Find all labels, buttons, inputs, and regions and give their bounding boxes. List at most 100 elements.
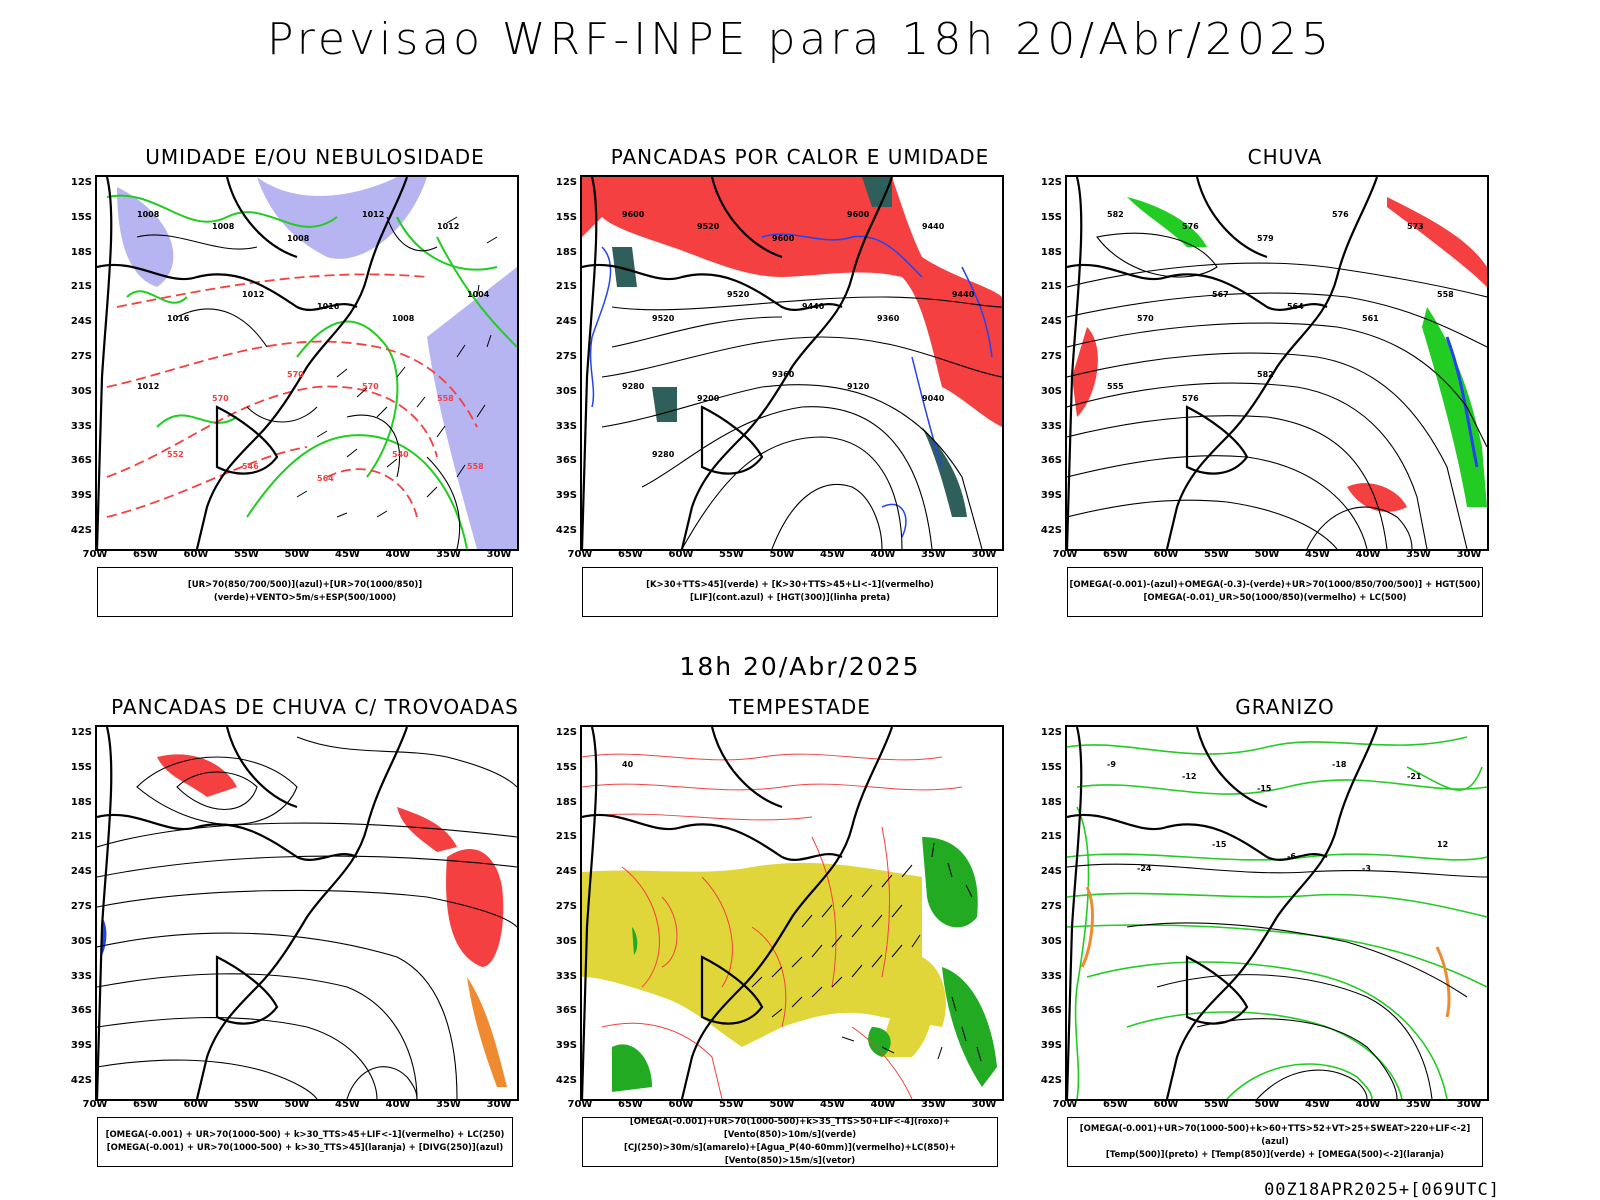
contour-label: 567 (1212, 290, 1229, 299)
lat-tick-label: 24S (1040, 866, 1062, 878)
lat-tick-label: 15S (1040, 761, 1062, 773)
lat-tick-label: 18S (70, 796, 92, 808)
lat-tick-label: 24S (70, 866, 92, 878)
map-trovoadas (95, 725, 519, 1101)
lon-tick-label: 55W (234, 549, 259, 560)
lat-tick-label: 33S (555, 420, 577, 432)
lon-tick-label: 55W (1204, 1099, 1229, 1110)
map-umidade: 1008 1008 1008 1012 1012 1016 1012 1016 1008 1004… (95, 175, 519, 551)
legend-line: [OMEGA(-0.001) + UR>70(1000-500) + k>30_… (106, 1143, 504, 1153)
lon-tick-label: 60W (668, 549, 694, 560)
lon-tick-label: 35W (1406, 549, 1431, 560)
lon-tick-label: 65W (133, 549, 158, 560)
lon-tick-label: 30W (486, 1099, 512, 1110)
contour-label: 9600 (847, 210, 870, 219)
lat-tick-label: 12S (70, 177, 92, 188)
lon-tick-label: 40W (1355, 1099, 1381, 1110)
contour-label: -15 (1257, 784, 1272, 793)
main-title: Previsao WRF-INPE para 18h 20/Abr/2025 (266, 14, 1333, 65)
contour-label: -24 (1137, 864, 1152, 873)
lon-tick-label: 55W (719, 549, 744, 560)
lon-tick-label: 30W (1456, 1099, 1482, 1110)
lat-tick-label: 27S (70, 351, 92, 362)
contour-label: 579 (1257, 234, 1274, 243)
lat-tick-label: 18S (1040, 796, 1062, 808)
panel-granizo: GRANIZO (1030, 695, 1540, 1185)
contour-label: 9440 (952, 290, 975, 299)
panel-chuva: CHUVA (1030, 145, 1540, 635)
lon-tick-label: 60W (668, 1099, 694, 1110)
contour-label: 1012 (437, 222, 459, 231)
contour-label: 570 (212, 394, 229, 403)
contour-label: 9440 (922, 222, 945, 231)
lat-tick-label: 42S (70, 525, 92, 536)
lon-tick-label: 30W (971, 549, 997, 560)
lat-tick-label: 24S (1040, 316, 1062, 328)
contour-label: 1012 (362, 210, 384, 219)
lat-tick-label: 36S (70, 1005, 92, 1017)
lon-tick-label: 45W (335, 1099, 360, 1110)
legend: [OMEGA(-0.001)+UR>70(1000-500)+k>35_TTS>… (582, 1117, 998, 1167)
lat-tick-label: 27S (1040, 351, 1062, 362)
lon-tick-label: 30W (1456, 549, 1482, 560)
legend: [K>30+TTS>45](verde) + [K>30+TTS>45+LI<-… (582, 567, 998, 617)
contour-label: 1004 (467, 290, 490, 299)
contour-label: 558 (467, 462, 484, 471)
lat-tick-label: 24S (70, 316, 92, 328)
lat-tick-label: 33S (70, 420, 92, 432)
lat-tick-label: 18S (555, 796, 577, 808)
contour-label: 561 (1362, 314, 1379, 323)
lon-tick-label: 40W (870, 549, 896, 560)
contour-label: 9120 (847, 382, 870, 391)
contour-label: 546 (242, 462, 259, 471)
lat-tick-label: 33S (70, 970, 92, 982)
legend: [UR>70(850/700/500)](azul)+[UR>70(1000/8… (97, 567, 513, 617)
lat-tick-label: 27S (70, 901, 92, 912)
lon-tick-label: 65W (1103, 1099, 1128, 1110)
lat-tick-label: 30S (555, 935, 577, 947)
contour-label: 582 (1257, 370, 1274, 379)
lon-tick-label: 50W (284, 549, 310, 560)
lat-tick-label: 30S (1040, 385, 1062, 397)
panel-trovoadas: PANCADAS DE CHUVA C/ TROVOADAS (60, 695, 570, 1185)
lat-tick-label: 12S (555, 177, 577, 188)
lat-tick-label: 12S (1040, 727, 1062, 738)
lat-tick-label: 15S (555, 761, 577, 773)
lat-tick-label: 30S (1040, 935, 1062, 947)
contour-label: 1008 (212, 222, 235, 231)
contour-label: 582 (1107, 210, 1124, 219)
lon-tick-label: 70W (567, 549, 593, 560)
lat-tick-label: 36S (1040, 455, 1062, 467)
contour-label: 1012 (137, 382, 159, 391)
legend-line: [LIF](cont.azul) + [HGT(300)](linha pret… (689, 593, 891, 603)
contour-label: 558 (1437, 290, 1454, 299)
map-chuva: 582 576 579 576 573 570 567 564 561 558 555 576 582 (1065, 175, 1489, 551)
lon-tick-label: 35W (921, 549, 946, 560)
lat-tick-label: 30S (555, 385, 577, 397)
lon-tick-label: 30W (486, 549, 512, 560)
lon-tick-label: 60W (1153, 549, 1179, 560)
lat-tick-label: 33S (1040, 420, 1062, 432)
contour-label: 552 (167, 450, 184, 459)
contour-label: 40 (622, 760, 634, 769)
lon-tick-label: 40W (385, 549, 411, 560)
lat-tick-label: 42S (70, 1075, 92, 1086)
lon-tick-label: 40W (870, 1099, 896, 1110)
lat-tick-label: 27S (555, 351, 577, 362)
lat-tick-label: 36S (70, 455, 92, 467)
lon-tick-label: 50W (284, 1099, 310, 1110)
lat-tick-label: 24S (555, 316, 577, 328)
panel-umidade: UMIDADE E/OU NEBULOSIDADE (60, 145, 570, 635)
lat-tick-label: 27S (555, 901, 577, 912)
contour-label: 564 (1287, 302, 1304, 311)
lat-tick-label: 18S (555, 246, 577, 258)
lat-tick-label: 12S (1040, 177, 1062, 188)
lon-tick-label: 35W (436, 1099, 461, 1110)
lon-tick-label: 45W (1305, 549, 1330, 560)
legend-line: [OMEGA(-0.001)+UR>70(1000-500)+k>60+TTS>… (1079, 1123, 1471, 1147)
panel-tempestade: TEMPESTADE (545, 695, 1055, 1185)
lon-tick-label: 50W (769, 549, 795, 560)
lat-tick-label: 36S (1040, 1005, 1062, 1017)
legend-line: [OMEGA(-0.001) + UR>70(1000-500) + k>30_… (105, 1130, 505, 1140)
contour-label: 9600 (622, 210, 645, 219)
